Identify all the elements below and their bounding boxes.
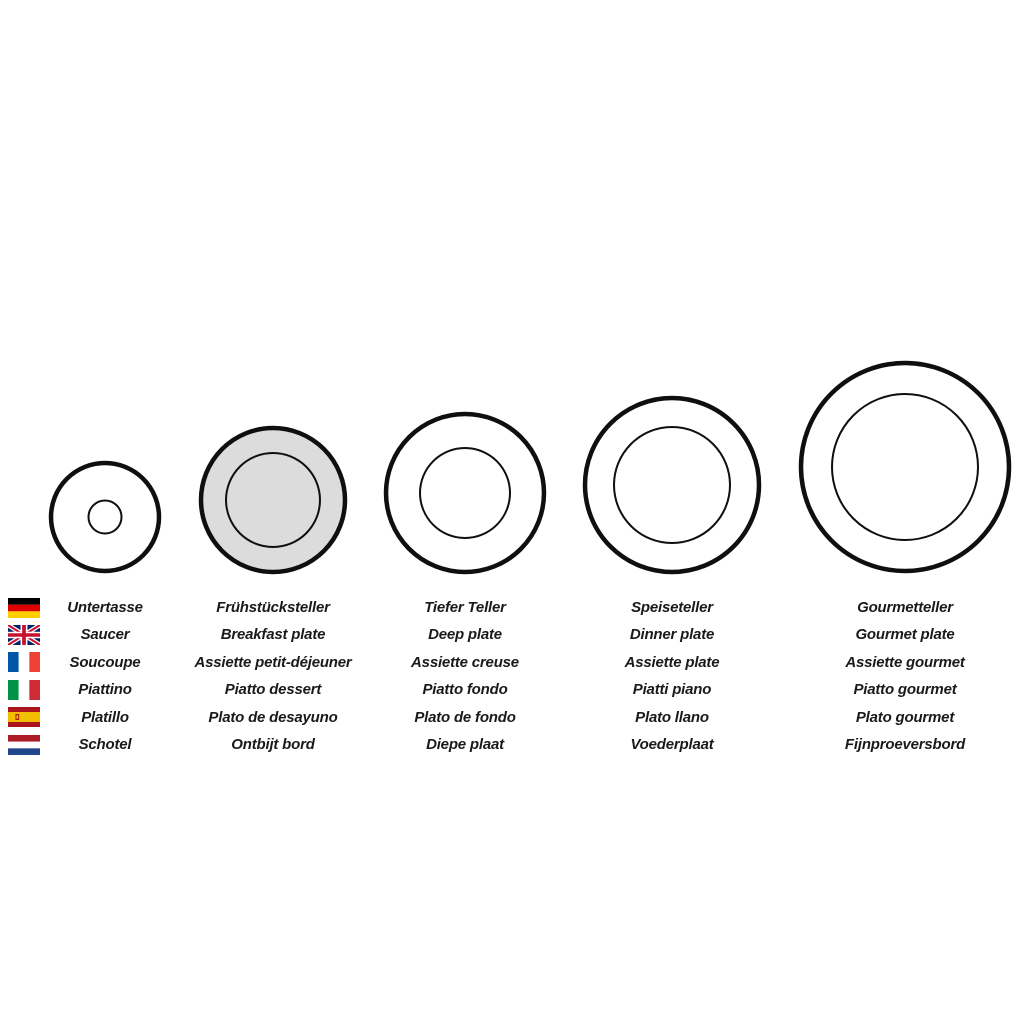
item-label: Piattino bbox=[78, 681, 132, 699]
germany-flag-icon bbox=[8, 597, 40, 618]
item-label: Fijnproeversbord bbox=[844, 735, 966, 753]
deep-plate-outer-circle bbox=[383, 411, 547, 575]
flag-row bbox=[8, 704, 40, 731]
france-flag-icon bbox=[8, 652, 40, 673]
item-label: Untertasse bbox=[67, 599, 143, 616]
netherlands-flag-icon bbox=[8, 734, 40, 755]
uk-flag-icon bbox=[8, 625, 40, 646]
item-label: Schotel bbox=[78, 735, 132, 753]
item-label: Piatto fondo bbox=[422, 681, 508, 699]
item-label: Assiette gourmet bbox=[845, 653, 965, 671]
item-label: Saucer bbox=[80, 626, 130, 644]
item-label: Gourmet plate bbox=[855, 626, 955, 644]
label-column-breakfast-plate: Frühstücksteller Breakfast plate Assiett… bbox=[194, 594, 351, 758]
breakfast-plate-outer-circle bbox=[198, 425, 348, 575]
item-label: Plato de fondo bbox=[414, 708, 516, 726]
item-label: Plato gourmet bbox=[855, 708, 955, 726]
item-label: Plato llano bbox=[635, 708, 709, 726]
saucer-outer-circle bbox=[48, 460, 162, 574]
item-label: Ontbijt bord bbox=[231, 735, 315, 753]
plate-saucer bbox=[48, 460, 162, 574]
item-label: Piatti piano bbox=[632, 681, 712, 699]
plates-diagram bbox=[48, 360, 1012, 575]
item-label: Deep plate bbox=[428, 626, 502, 644]
flag-row bbox=[8, 676, 40, 703]
item-label: Frühstücksteller bbox=[216, 599, 330, 616]
item-label: Soucoupe bbox=[69, 653, 141, 671]
deep-plate-well-circle bbox=[419, 447, 511, 539]
spain-flag-icon bbox=[8, 707, 40, 728]
flag-row bbox=[8, 621, 40, 648]
item-label: Plato de desayuno bbox=[208, 708, 338, 726]
item-label: Piatto gourmet bbox=[853, 681, 957, 699]
item-label: Dinner plate bbox=[629, 626, 715, 644]
item-label: Speiseteller bbox=[631, 599, 713, 616]
flag-row bbox=[8, 731, 40, 758]
item-label: Breakfast plate bbox=[220, 626, 326, 644]
item-label: Tiefer Teller bbox=[424, 599, 506, 616]
item-label: Gourmetteller bbox=[857, 599, 953, 616]
saucer-well-circle bbox=[87, 499, 123, 535]
label-column-deep-plate: Tiefer Teller Deep plate Assiette creuse… bbox=[411, 594, 519, 758]
item-label: Diepe plaat bbox=[426, 735, 504, 753]
item-label: Voederplaat bbox=[630, 735, 714, 753]
flag-row bbox=[8, 649, 40, 676]
item-label: Assiette creuse bbox=[411, 653, 519, 671]
label-column-saucer: Untertasse Saucer Soucoupe Piattino Plat… bbox=[67, 594, 143, 758]
language-flag-column bbox=[8, 594, 40, 758]
plate-breakfast bbox=[198, 425, 348, 575]
italy-flag-icon bbox=[8, 679, 40, 700]
dinner-plate-outer-circle bbox=[582, 395, 762, 575]
label-column-dinner-plate: Speiseteller Dinner plate Assiette plate… bbox=[625, 594, 720, 758]
plate-dinner bbox=[582, 395, 762, 575]
item-label: Assiette plate bbox=[624, 653, 720, 671]
breakfast-plate-well-circle bbox=[225, 452, 321, 548]
label-column-gourmet-plate: Gourmetteller Gourmet plate Assiette gou… bbox=[845, 594, 965, 758]
plate-deep bbox=[383, 411, 547, 575]
item-label: Piatto dessert bbox=[224, 681, 322, 699]
dinner-plate-well-circle bbox=[613, 426, 731, 544]
flag-row bbox=[8, 594, 40, 621]
gourmet-plate-well-circle bbox=[831, 393, 979, 541]
plate-gourmet bbox=[798, 360, 1012, 574]
item-label: Platillo bbox=[81, 708, 129, 726]
item-label: Assiette petit-déjeuner bbox=[194, 653, 352, 671]
